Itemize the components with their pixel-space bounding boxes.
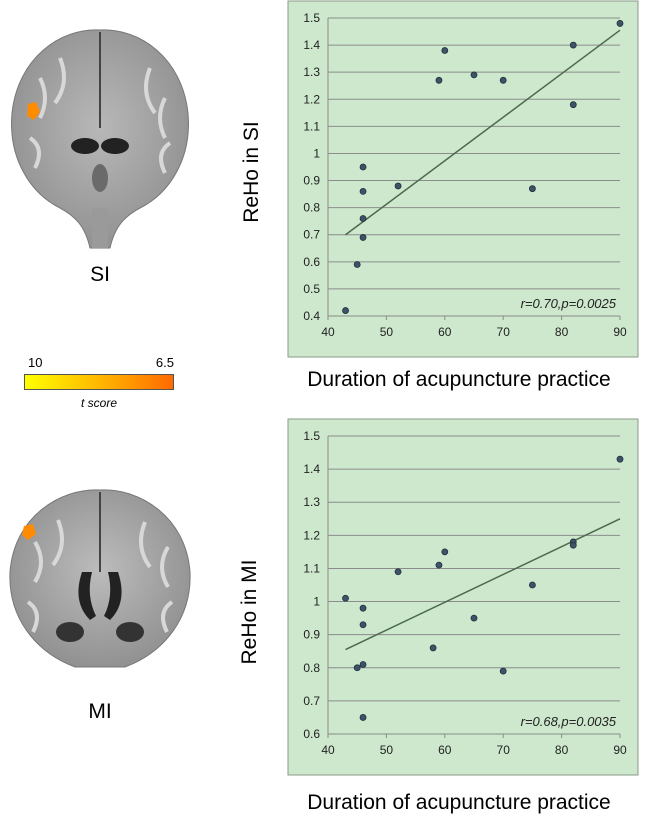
chart1-ytick-label-3: 0.7 xyxy=(303,228,320,242)
chart2-point-6 xyxy=(394,568,402,576)
chart2-ytick-label-4: 1 xyxy=(313,595,320,609)
chart1-ytick-label-9: 1.3 xyxy=(303,65,320,79)
chart2-ytick-label-9: 1.5 xyxy=(303,429,320,443)
chart1-point-1 xyxy=(353,261,361,268)
colorbar-title: t score xyxy=(80,396,117,410)
region-label-si: SI xyxy=(90,263,110,286)
chart2-ytick-label-7: 1.3 xyxy=(303,495,320,509)
chart1-ytick-label-1: 0.5 xyxy=(303,282,320,296)
chart1-point-7 xyxy=(435,76,443,84)
chart1-point-6 xyxy=(394,182,402,190)
colorbar-max-label: 6.5 xyxy=(155,355,174,370)
chart1-point-9 xyxy=(470,71,478,79)
chart2-point-2 xyxy=(359,661,367,668)
chart1-ytick-label-11: 1.5 xyxy=(303,11,320,25)
chart1-ytick-label-10: 1.4 xyxy=(303,38,320,52)
chart2-point-3 xyxy=(359,714,367,721)
chart1-ytick-label-0: 0.4 xyxy=(303,309,320,323)
chart2-xtick-label-0: 40 xyxy=(321,743,335,757)
chart2-point-0 xyxy=(342,594,349,602)
chart1-ytick-label-4: 0.8 xyxy=(303,201,320,215)
chart1-point-14 xyxy=(616,20,624,27)
chart2-ytick-label-2: 0.8 xyxy=(303,661,320,675)
brain-slice-mi xyxy=(9,489,191,668)
chart1-point-11 xyxy=(528,185,536,193)
chart2-point-12 xyxy=(528,581,536,589)
chart1-xlabel: Duration of acupuncture practice xyxy=(307,368,611,391)
chart1-ylabel: ReHo in SI xyxy=(240,121,263,223)
chart1-xtick-label-4: 80 xyxy=(555,325,569,339)
chart2-xtick-label-2: 60 xyxy=(438,743,452,757)
chart1-point-4 xyxy=(359,187,367,195)
chart2-point-8 xyxy=(435,561,443,569)
chart1-point-10 xyxy=(499,76,507,84)
chart2-point-1 xyxy=(353,664,361,672)
chart2-ylabel: ReHo in MI xyxy=(238,559,261,665)
chart1-ytick-label-7: 1.1 xyxy=(303,119,320,133)
chart2-xtick-label-5: 90 xyxy=(613,743,627,757)
chart2-point-14 xyxy=(569,541,577,549)
chart1-point-13 xyxy=(569,101,577,109)
chart2-xtick-label-3: 70 xyxy=(497,743,511,757)
chart2-annotation: r=0.68,p=0.0035 xyxy=(521,714,617,729)
chart1-xtick-label-0: 40 xyxy=(321,325,335,339)
colorbar-gradient xyxy=(24,374,174,390)
activation-spot-mi xyxy=(22,524,36,540)
chart2-point-4 xyxy=(359,621,367,629)
chart2-ytick-label-1: 0.7 xyxy=(303,694,320,708)
chart2-xtick-label-4: 80 xyxy=(555,743,569,757)
chart2-ytick-label-6: 1.2 xyxy=(303,528,320,542)
chart2-ytick-label-5: 1.1 xyxy=(303,561,320,575)
chart2-ytick-label-8: 1.4 xyxy=(303,462,320,476)
scatter-chart-si: 0.4 0.5 0.6 0.7 0.8 0.9 1 1.1 1.2 1.3 1.4 1.5 40 50 60… xyxy=(287,0,639,358)
region-label-mi: MI xyxy=(88,700,112,723)
chart1-xtick-label-2: 60 xyxy=(438,325,452,339)
chart1-ytick-label-8: 1.2 xyxy=(303,92,320,106)
chart2-ytick-label-3: 0.9 xyxy=(303,628,320,642)
chart1-point-8 xyxy=(441,47,449,54)
chart2-xtick-label-1: 50 xyxy=(380,743,394,757)
colorbar-min-label: 10 xyxy=(28,355,43,370)
chart1-ytick-label-6: 1 xyxy=(313,146,320,160)
chart1-fit-line xyxy=(345,29,621,236)
chart1-ytick-label-5: 0.9 xyxy=(303,174,320,188)
chart1-annotation: r=0.70,p=0.0025 xyxy=(521,296,617,311)
chart2-point-15 xyxy=(616,455,624,463)
chart1-point-0 xyxy=(342,307,349,314)
activation-spot-si xyxy=(27,102,40,120)
chart2-ytick-label-0: 0.6 xyxy=(303,727,320,741)
chart1-xtick-label-5: 90 xyxy=(613,325,627,339)
chart1-ytick-label-2: 0.6 xyxy=(303,255,320,269)
chart1-point-3 xyxy=(359,215,367,222)
chart1-point-5 xyxy=(359,163,367,171)
chart2-point-10 xyxy=(470,614,478,622)
chart1-xtick-label-3: 70 xyxy=(497,325,511,339)
chart1-xtick-label-1: 50 xyxy=(380,325,394,339)
chart1-point-2 xyxy=(359,234,367,241)
chart2-point-5 xyxy=(359,604,367,612)
chart2-xlabel: Duration of acupuncture practice xyxy=(307,791,611,814)
chart2-point-9 xyxy=(441,548,449,556)
brain-slice-si xyxy=(11,29,189,249)
scatter-chart-mi: 0.6 0.7 0.8 0.9 1 1.1 1.2 1.3 1.4 1.5 40 50 60 70 80 90… xyxy=(287,418,639,776)
chart1-point-12 xyxy=(569,41,577,49)
chart2-point-11 xyxy=(499,667,507,675)
chart2-point-7 xyxy=(429,644,437,652)
